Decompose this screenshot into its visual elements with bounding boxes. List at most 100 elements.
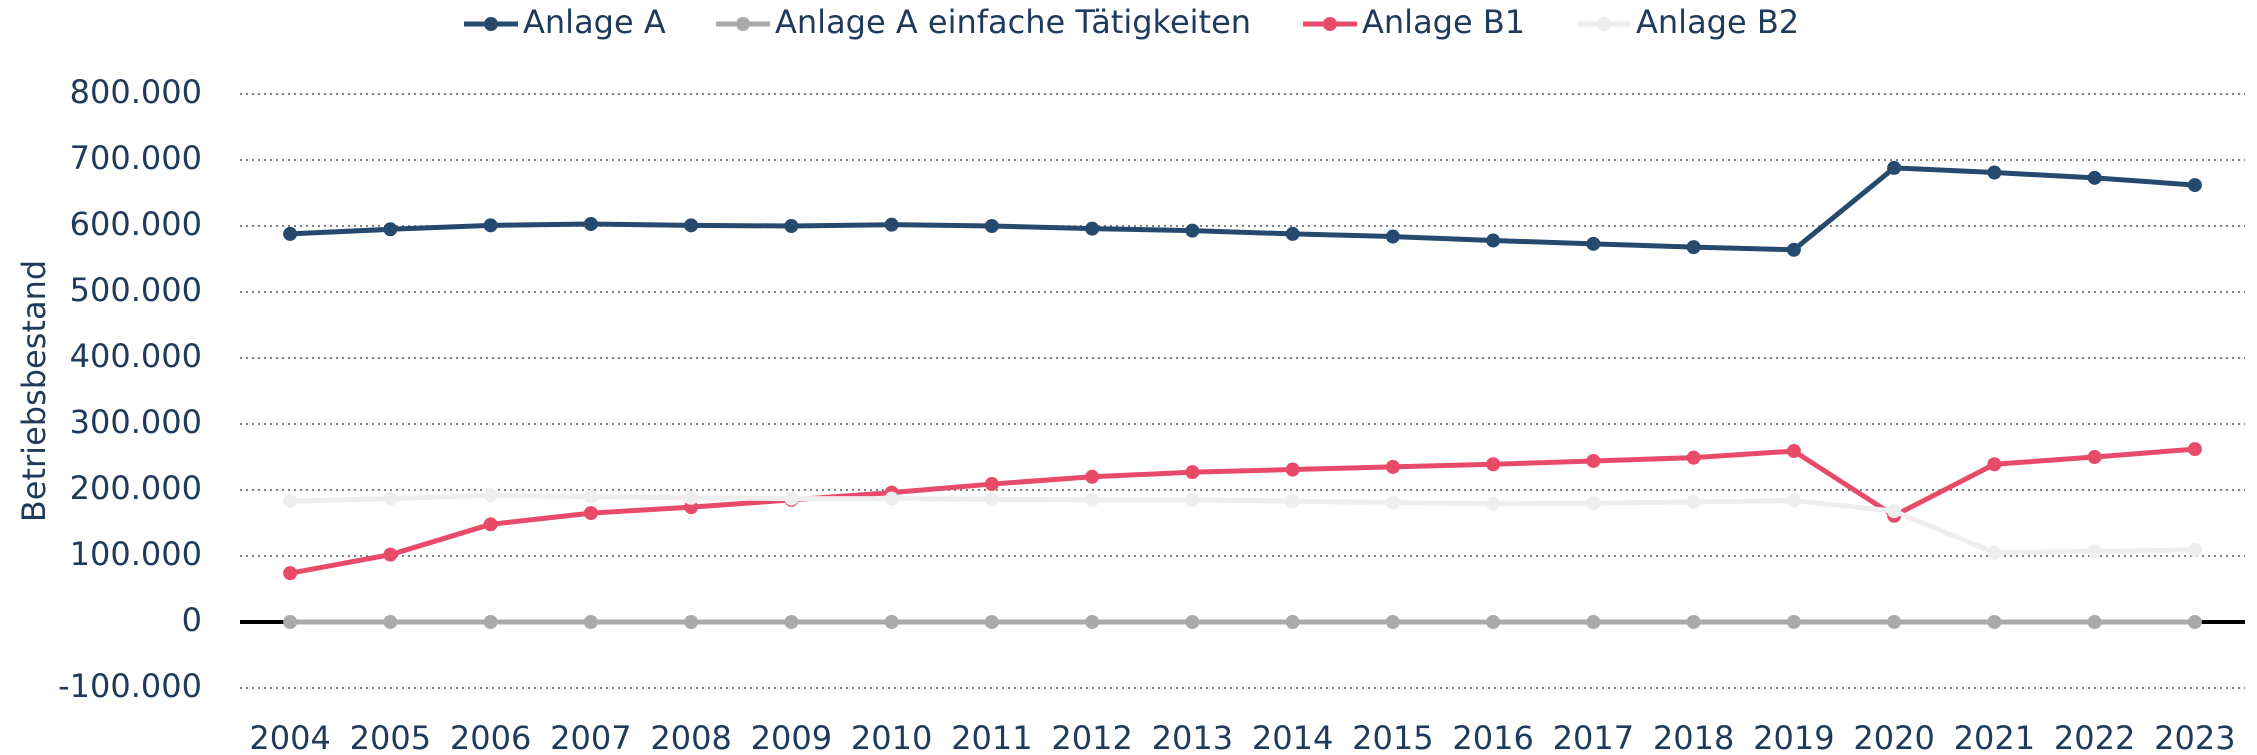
x-tick-label: 2006	[450, 719, 531, 755]
point	[1085, 492, 1100, 507]
legend-label: Anlage A	[523, 3, 666, 41]
point	[1786, 444, 1801, 459]
legend-label: Anlage B1	[1362, 3, 1525, 41]
x-tick-label: 2011	[951, 719, 1032, 755]
legend-marker	[1323, 17, 1337, 31]
point	[784, 491, 799, 506]
point	[583, 217, 598, 232]
point	[2087, 450, 2102, 464]
y-tick-label: 400.000	[70, 337, 202, 375]
point	[583, 506, 598, 521]
point	[383, 491, 398, 506]
point	[1586, 236, 1601, 251]
y-tick-label: 0	[182, 601, 202, 639]
legend-marker	[484, 17, 498, 31]
point	[1987, 165, 2002, 180]
y-tick-label: -100.000	[58, 667, 202, 705]
series-line	[289, 446, 2196, 576]
point	[1185, 615, 1200, 629]
x-tick-label: 2018	[1653, 719, 1734, 755]
y-axis-title: Betriebsbestand	[15, 260, 53, 522]
x-tick-label: 2015	[1352, 719, 1433, 755]
point	[684, 218, 699, 233]
point	[283, 615, 298, 629]
point	[1385, 615, 1400, 629]
point	[2187, 543, 2202, 558]
point	[1085, 469, 1100, 484]
point	[283, 494, 298, 509]
point	[483, 218, 498, 233]
point	[1185, 492, 1200, 507]
x-tick-label: 2008	[650, 719, 731, 755]
point	[1786, 615, 1801, 629]
y-tick-label: 800.000	[70, 73, 202, 111]
legend-label: Anlage B2	[1636, 3, 1799, 41]
point	[1385, 459, 1400, 474]
point	[1185, 465, 1200, 480]
legend-marker	[1597, 17, 1611, 31]
y-tick-label: 500.000	[70, 271, 202, 309]
x-tick-label: 2013	[1152, 719, 1233, 755]
y-tick-label: 200.000	[70, 469, 202, 507]
point	[583, 489, 598, 504]
point	[483, 615, 498, 629]
point	[1987, 545, 2002, 560]
point	[884, 615, 899, 629]
x-tick-label: 2004	[249, 719, 330, 755]
point	[984, 492, 999, 507]
point	[2187, 442, 2202, 457]
point	[1987, 615, 2002, 629]
y-tick-label: 700.000	[70, 139, 202, 177]
y-tick-label: 600.000	[70, 205, 202, 243]
point	[383, 615, 398, 629]
x-tick-label: 2005	[350, 719, 431, 755]
point	[1586, 453, 1601, 468]
x-tick-label: 2016	[1452, 719, 1533, 755]
x-tick-label: 2021	[1954, 719, 2035, 755]
point	[2187, 178, 2202, 193]
point	[984, 477, 999, 492]
point	[2087, 615, 2102, 629]
point	[2087, 544, 2102, 559]
x-tick-label: 2020	[1853, 719, 1934, 755]
point	[1285, 494, 1300, 509]
x-tick-label: 2009	[751, 719, 832, 755]
x-tick-label: 2019	[1753, 719, 1834, 755]
point	[1285, 462, 1300, 477]
y-tick-label: 100.000	[70, 535, 202, 573]
x-tick-label: 2007	[550, 719, 631, 755]
point	[1486, 496, 1501, 511]
point	[1686, 615, 1701, 629]
point	[1285, 226, 1300, 241]
point	[1686, 494, 1701, 509]
point	[1085, 615, 1100, 629]
point	[1385, 495, 1400, 510]
point	[1887, 160, 1902, 175]
point	[483, 517, 498, 532]
point	[684, 615, 699, 629]
point	[1486, 233, 1501, 248]
x-tick-label: 2023	[2154, 719, 2235, 755]
point	[784, 219, 799, 233]
point	[1786, 242, 1801, 257]
x-tick-label: 2022	[2054, 719, 2135, 755]
series-line	[290, 492, 2195, 556]
point	[1085, 221, 1100, 236]
point	[483, 488, 498, 503]
x-tick-label: 2012	[1051, 719, 1132, 755]
point	[1887, 615, 1902, 629]
x-tick-label: 2010	[851, 719, 932, 755]
point	[1486, 615, 1501, 629]
point	[1486, 457, 1501, 472]
point	[2087, 170, 2102, 185]
point	[984, 615, 999, 629]
series-line	[290, 165, 2196, 253]
point	[583, 615, 598, 629]
point	[1285, 615, 1300, 629]
point	[984, 219, 999, 233]
point	[884, 491, 899, 506]
point	[784, 615, 799, 629]
point	[1586, 615, 1601, 629]
point	[1887, 504, 1902, 519]
